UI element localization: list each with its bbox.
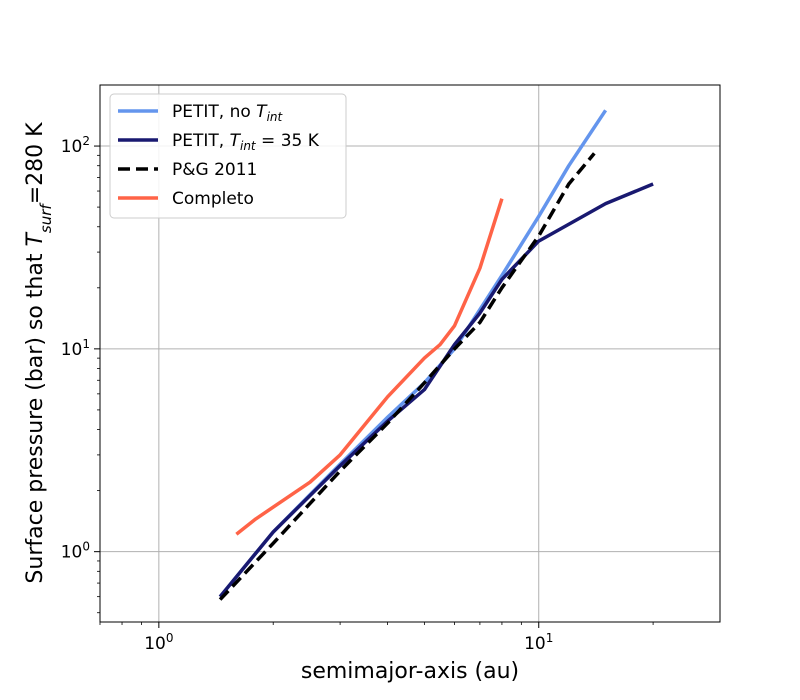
y-tick-label-base: 10 [61, 543, 83, 563]
plot-area [99, 84, 721, 623]
y-axis-label: Surface pressure (bar) so that Tsurf=280… [23, 122, 55, 584]
y-tick-label-base: 10 [61, 340, 83, 360]
series-line-2 [218, 152, 596, 601]
y-tick-label: 101 [61, 337, 90, 360]
series-line-3 [235, 198, 504, 536]
y-tick-label: 100 [61, 540, 90, 563]
legend-label-1: PETIT, Tint = 35 K [172, 131, 320, 153]
y-tick-label-exp: 0 [82, 540, 90, 554]
y-axis-label-T: T [23, 232, 48, 247]
y-tick-label-exp: 2 [82, 134, 90, 148]
legend-label-2: P&G 2011 [172, 160, 257, 180]
x-tick-label: 100 [144, 631, 173, 654]
y-tick-label-exp: 1 [82, 337, 90, 351]
y-axis-label-prefix: Surface pressure (bar) so that [23, 247, 48, 584]
legend-box [109, 93, 347, 219]
legend: PETIT, no Tint PETIT, Tint = 35 K P&G 2011… [109, 93, 347, 219]
legend-label-3: Completo [172, 189, 254, 209]
x-tick-label-base: 10 [524, 634, 546, 654]
x-tick-label-exp: 1 [546, 631, 554, 645]
data-lines [218, 109, 654, 601]
y-axis-label-sub: surf [37, 202, 55, 233]
x-tick-label-base: 10 [144, 634, 166, 654]
y-tick-label: 102 [61, 134, 90, 157]
x-tick-label: 101 [524, 631, 553, 654]
series-line-1 [218, 182, 654, 598]
x-tick-label-exp: 0 [166, 631, 174, 645]
y-axis-label-suffix: =280 K [23, 122, 48, 204]
x-axis-label: semimajor-axis (au) [301, 659, 519, 684]
legend-label-0: PETIT, no Tint [172, 102, 284, 124]
y-tick-label-base: 10 [61, 137, 83, 157]
